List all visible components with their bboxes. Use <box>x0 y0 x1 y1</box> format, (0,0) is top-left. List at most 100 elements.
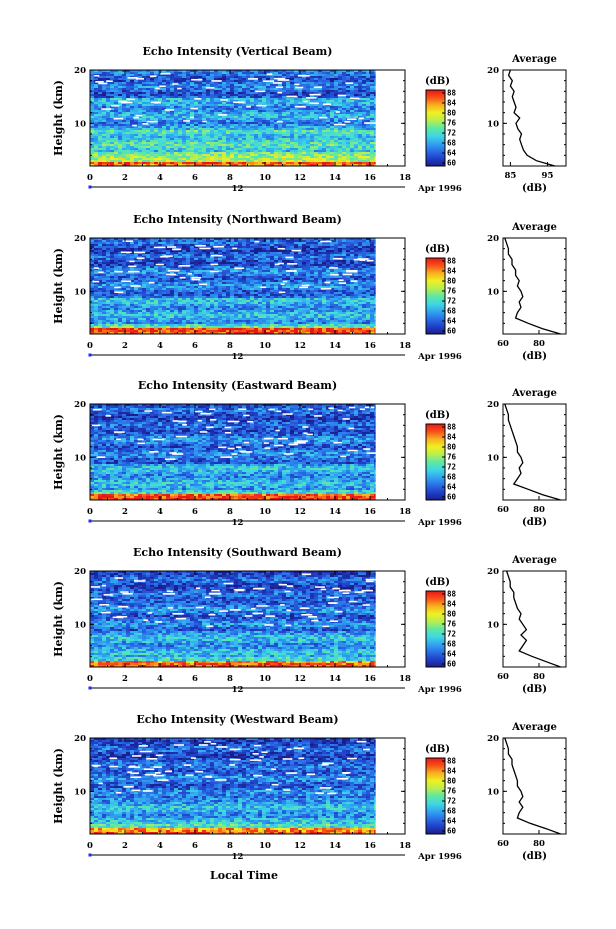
x-tick-label: 10 <box>259 173 271 183</box>
x-tick-label: 10 <box>259 341 271 351</box>
profile-x-tick-label: 80 <box>533 672 545 682</box>
colorbar-tick-label: 76 <box>447 453 457 462</box>
colorbar-tick-label: 64 <box>447 817 457 826</box>
x-tick-label: 0 <box>87 674 93 684</box>
y-tick-label: 20 <box>74 400 86 410</box>
colorbar-tick-label: 84 <box>447 433 457 442</box>
profile-y-tick-label: 10 <box>487 620 499 630</box>
colorbar-tick-label: 76 <box>447 787 457 796</box>
x-tick-label: 10 <box>259 674 271 684</box>
date-marker <box>89 354 92 357</box>
colorbar-tick-label: 60 <box>447 493 457 502</box>
panel-5: Echo Intensity (Westward Beam)0 2 4 6 8 10 12 1… <box>52 713 566 862</box>
profile-line <box>505 404 561 500</box>
colorbar-tick-label: 72 <box>447 463 456 472</box>
colorbar-tick-label: 88 <box>447 89 457 98</box>
x-tick-label: 2 <box>122 341 128 351</box>
x-tick-label: 8 <box>227 173 233 183</box>
x-tick-label: 10 <box>259 507 271 517</box>
date-label: Apr 1996 <box>417 852 462 862</box>
y-tick-label: 10 <box>74 287 86 297</box>
mid-label: 12 <box>232 184 244 194</box>
x-tick-label: 2 <box>122 173 128 183</box>
x-tick-label: 16 <box>364 507 376 517</box>
x-tick-label: 0 <box>87 341 93 351</box>
x-tick-label: 2 <box>122 507 128 517</box>
x-tick-label: 14 <box>329 674 341 684</box>
colorbar-tick-label: 88 <box>447 423 457 432</box>
profile-y-tick-label: 20 <box>487 734 499 744</box>
x-tick-label: 6 <box>192 507 198 517</box>
x-tick-label: 4 <box>157 173 163 183</box>
x-tick-label: 8 <box>227 841 233 851</box>
date-line: 12 Apr 1996 <box>89 352 462 362</box>
x-tick-label: 14 <box>329 507 341 517</box>
colorbar-tick-label: 84 <box>447 267 457 276</box>
profile-line <box>505 238 561 334</box>
colorbar-tick-label: 72 <box>447 797 456 806</box>
panel-2: Echo Intensity (Northward Beam)0 2 4 6 8 10 12… <box>52 213 566 362</box>
x-tick-label: 16 <box>364 674 376 684</box>
colorbar-tick-label: 60 <box>447 159 457 168</box>
date-label: Apr 1996 <box>417 685 462 695</box>
x-tick-label: 18 <box>399 507 411 517</box>
profile-x-tick-label: 60 <box>497 505 509 515</box>
profile-x-tick-label: 80 <box>533 505 545 515</box>
mid-label: 12 <box>232 352 244 362</box>
date-marker <box>89 687 92 690</box>
profile-line <box>507 571 561 667</box>
x-tick-label: 16 <box>364 173 376 183</box>
profile-y-tick-label: 10 <box>487 119 499 129</box>
profile-line <box>505 738 561 834</box>
x-tick-label: 0 <box>87 841 93 851</box>
profile-x-tick-label: 80 <box>533 839 545 849</box>
x-tick-label: 0 <box>87 507 93 517</box>
profile-y-tick-label: 10 <box>487 787 499 797</box>
x-tick-label: 18 <box>399 341 411 351</box>
heatmap <box>90 404 376 500</box>
profile-x-label: (dB) <box>522 183 547 194</box>
x-tick-label: 4 <box>157 507 163 517</box>
colorbar-tick-label: 72 <box>447 129 456 138</box>
colorbar-bar <box>426 591 445 667</box>
profile-x-label: (dB) <box>522 851 547 862</box>
colorbar-tick-label: 80 <box>447 443 457 452</box>
x-tick-label: 6 <box>192 341 198 351</box>
x-tick-label: 18 <box>399 841 411 851</box>
x-tick-label: 14 <box>329 173 341 183</box>
x-tick-label: 12 <box>294 341 306 351</box>
colorbar-tick-label: 64 <box>447 149 457 158</box>
colorbar-tick-label: 88 <box>447 757 457 766</box>
heatmap <box>90 571 376 667</box>
x-axis-label: Local Time <box>210 869 278 882</box>
profile-line <box>509 70 555 166</box>
profile-x-label: (dB) <box>522 684 547 695</box>
colorbar-tick-label: 88 <box>447 257 457 266</box>
colorbar-tick-label: 76 <box>447 119 457 128</box>
x-tick-label: 12 <box>294 173 306 183</box>
x-tick-label: 6 <box>192 173 198 183</box>
x-tick-label: 8 <box>227 507 233 517</box>
profile-y-tick-label: 20 <box>487 66 499 76</box>
heatmap <box>90 70 376 166</box>
profile-y-tick-label: 20 <box>487 400 499 410</box>
panel-1: Echo Intensity (Vertical Beam)0 2 4 6 8 10 12 1… <box>52 45 566 194</box>
x-tick-label: 0 <box>87 173 93 183</box>
colorbar-unit: (dB) <box>425 76 450 87</box>
chart-title: Echo Intensity (Southward Beam) <box>133 546 342 559</box>
x-tick-label: 18 <box>399 674 411 684</box>
profile-frame <box>503 571 566 667</box>
colorbar-tick-label: 80 <box>447 109 457 118</box>
x-tick-label: 12 <box>294 841 306 851</box>
date-label: Apr 1996 <box>417 518 462 528</box>
y-tick-label: 20 <box>74 66 86 76</box>
colorbar-tick-label: 84 <box>447 600 457 609</box>
profile-x-tick-label: 60 <box>497 672 509 682</box>
colorbar-unit: (dB) <box>425 744 450 755</box>
y-tick-label: 10 <box>74 787 86 797</box>
profile-frame <box>503 738 566 834</box>
